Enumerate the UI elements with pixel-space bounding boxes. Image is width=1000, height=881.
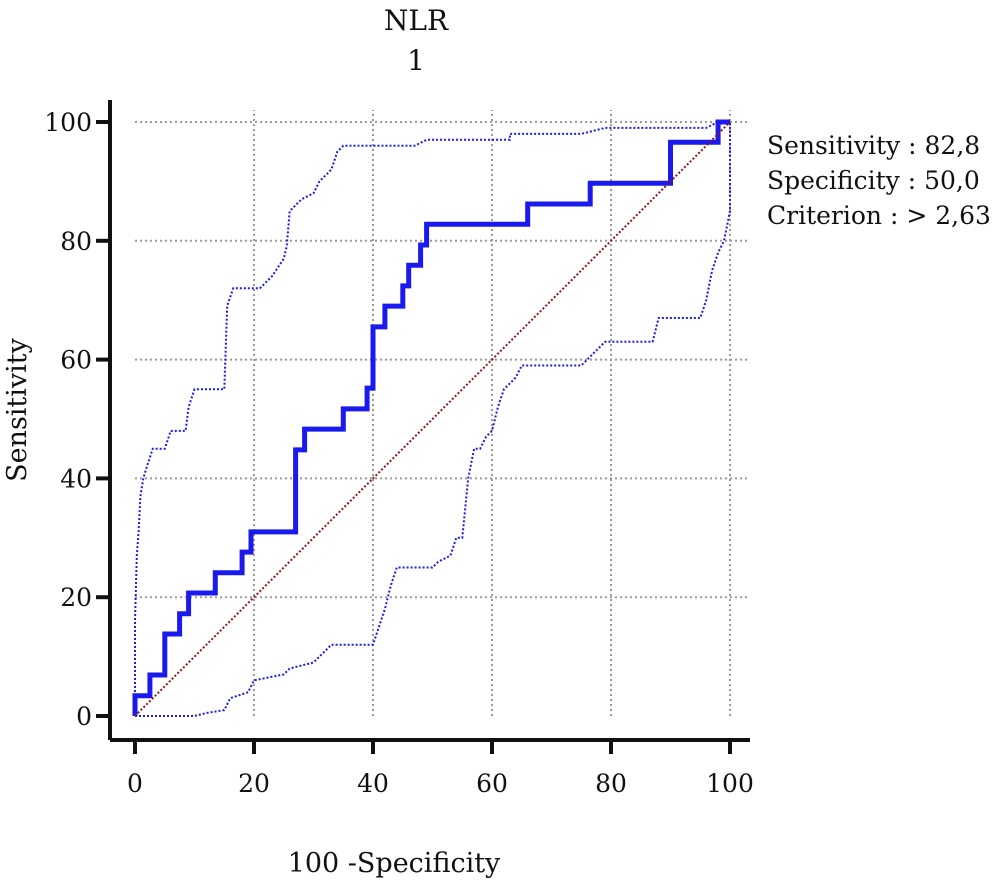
y-tick-label: 0 [76,702,92,731]
roc-line [132,119,730,716]
reference-diagonal-line [134,121,731,717]
specificity-value: 50,0 [924,166,980,195]
criterion-stat: Criterion : > 2,63 [767,201,991,230]
chart-subtitle: 1 [407,44,425,77]
y-tick-label: 100 [44,108,92,137]
x-tick-label: 0 [127,769,143,798]
chart-title: NLR [383,4,449,37]
x-tick-label: 60 [476,769,508,798]
x-tick-label: 40 [357,769,389,798]
sensitivity-label: Sensitivity [767,131,901,160]
x-tick-label: 80 [595,769,627,798]
axes [96,100,750,754]
y-tick-label: 80 [60,227,92,256]
lower-ci-line [135,122,731,717]
x-tick-label: 20 [238,769,270,798]
specificity-stat: Specificity : 50,0 [767,166,980,195]
y-tick-label: 20 [60,583,92,612]
y-tick-label: 40 [60,464,92,493]
upper-ci-line [134,121,730,716]
sensitivity-value: 82,8 [924,131,981,160]
x-axis-title: 100 -Specificity [288,848,501,879]
series-layer [132,119,731,717]
criterion-label: Criterion [767,201,883,230]
specificity-label: Specificity [767,166,900,195]
criterion-value: > 2,63 [906,201,991,230]
y-axis-title: Sensitivity [2,337,33,482]
statistics-panel: Sensitivity : 82,8 Specificity : 50,0 Cr… [767,128,991,233]
tick-labels: 0 20 40 60 80 100 0 20 40 60 80 100 [44,108,754,798]
sensitivity-stat: Sensitivity : 82,8 [767,131,981,160]
x-tick-label: 100 [706,769,754,798]
y-tick-label: 60 [60,346,92,375]
